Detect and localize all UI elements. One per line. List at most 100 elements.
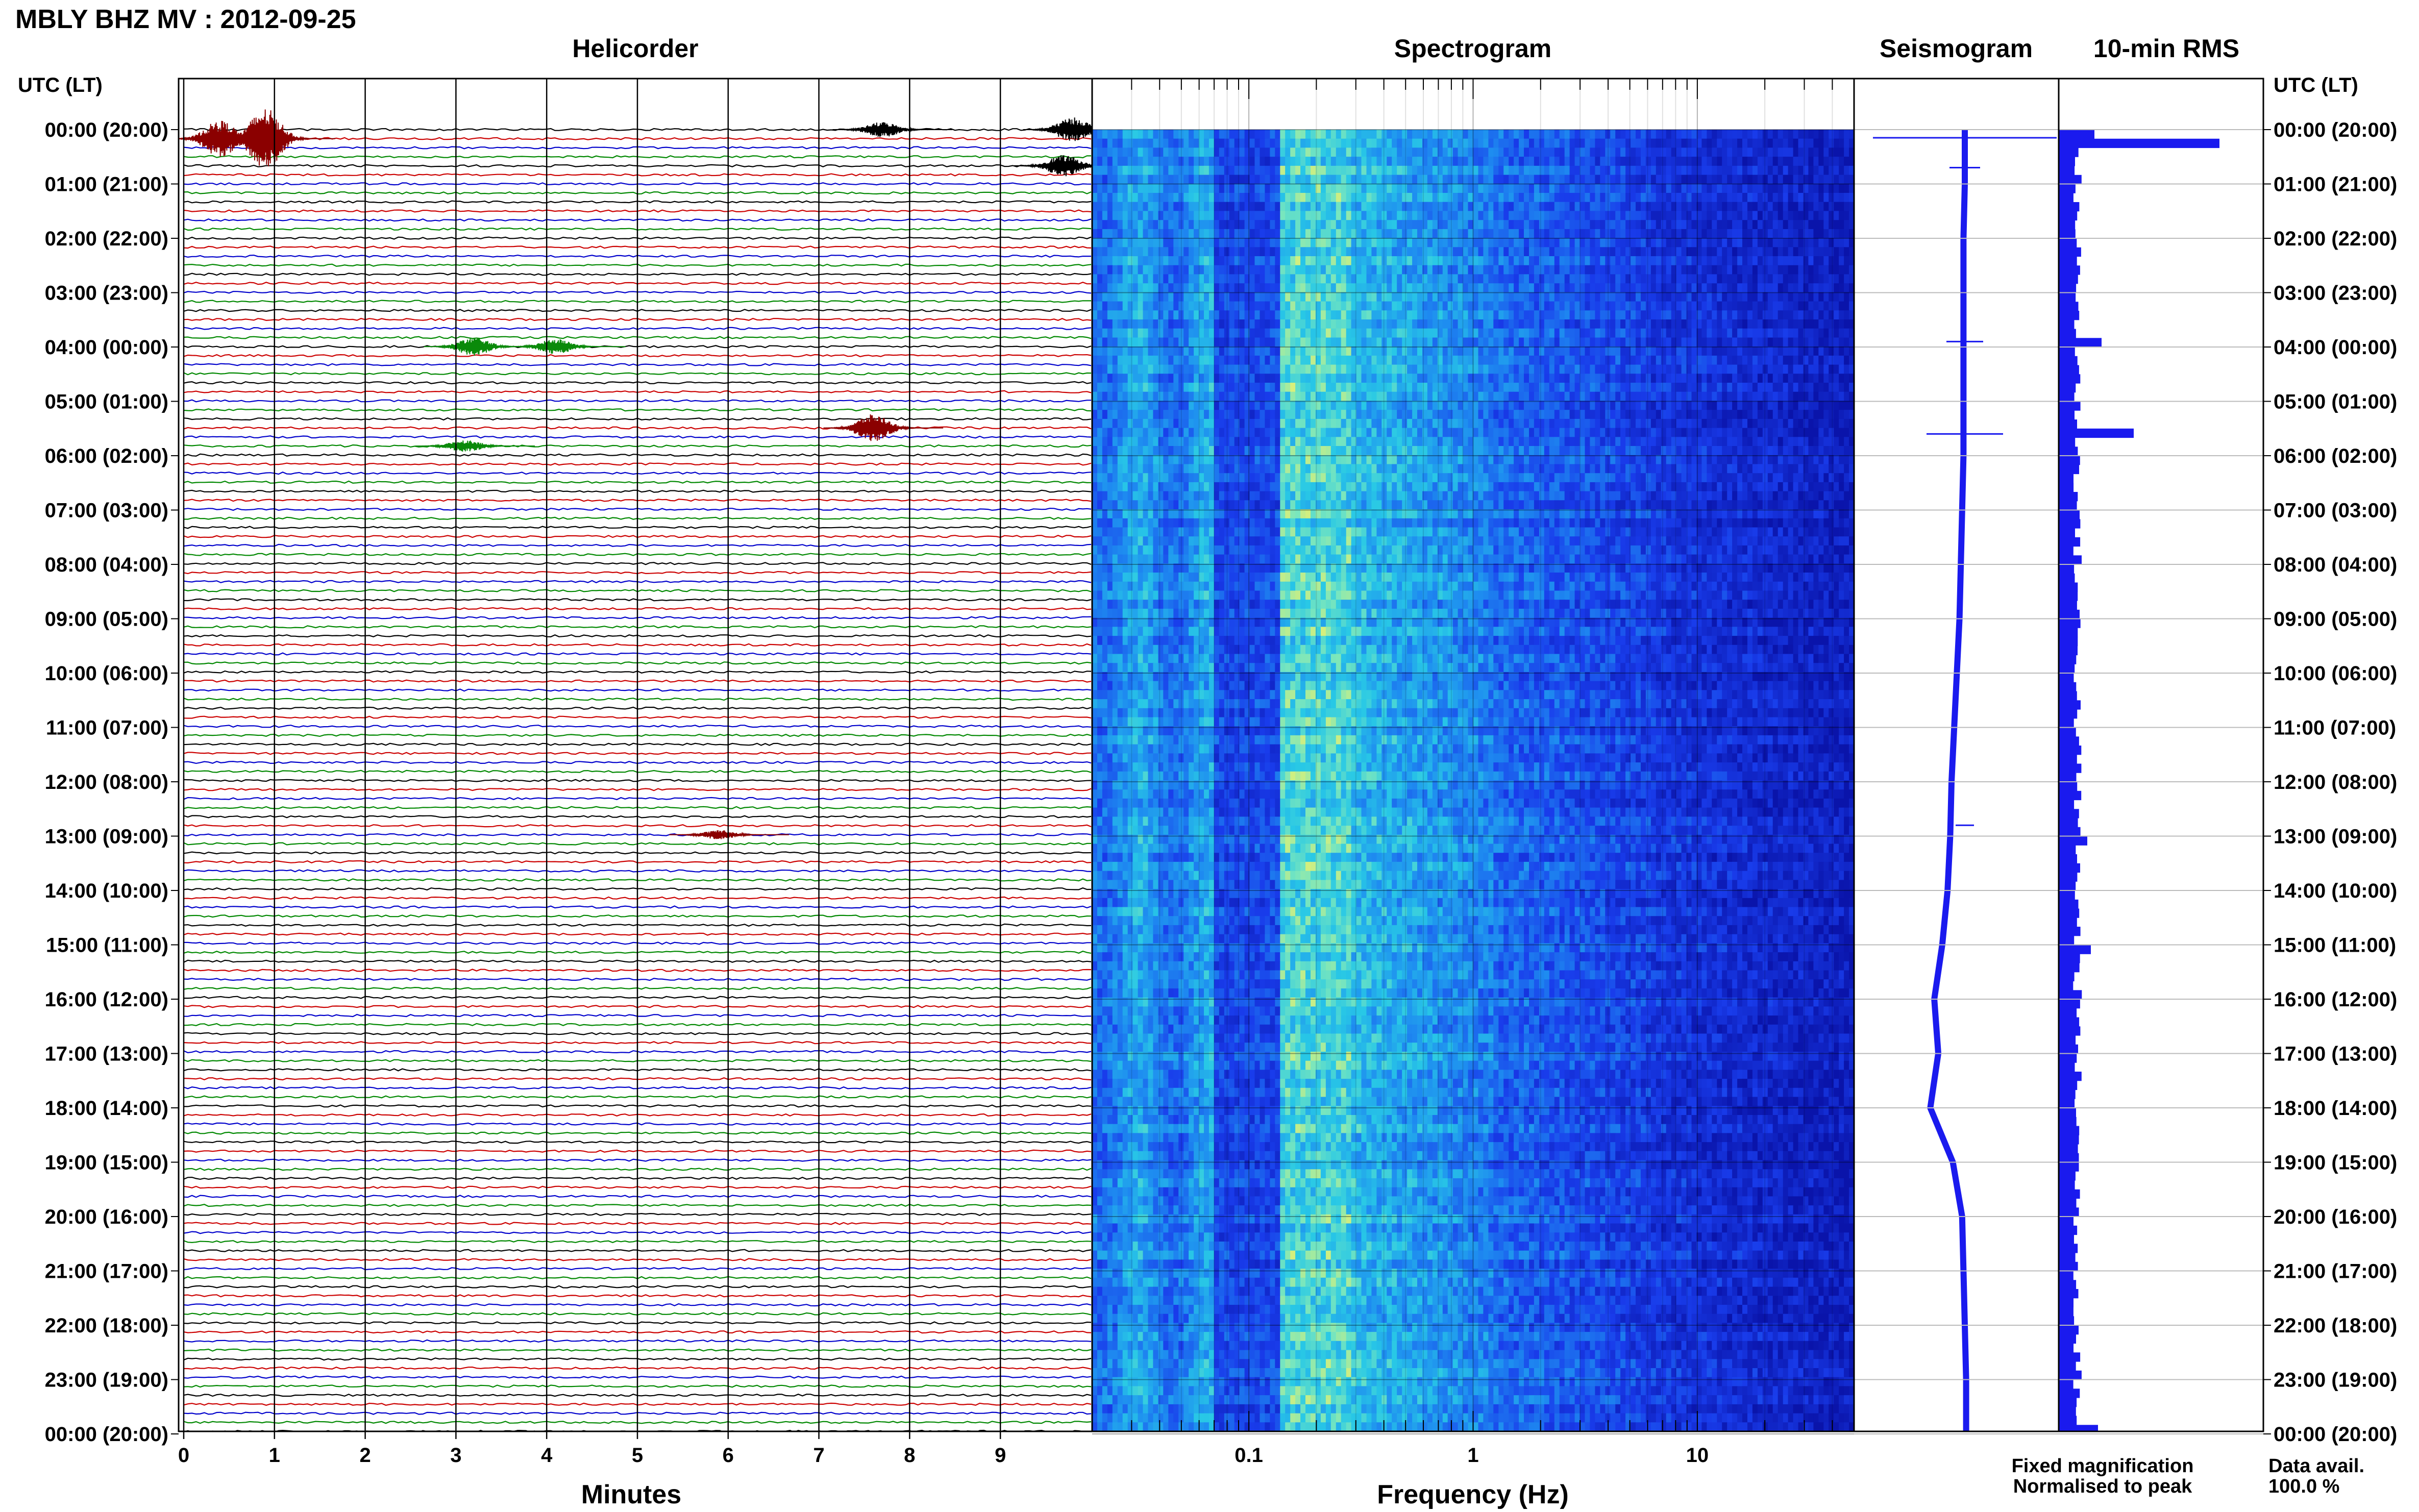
time-label-right: 04:00 (00:00) bbox=[2274, 336, 2397, 359]
rms-bar bbox=[2059, 1307, 2074, 1317]
rms-bar bbox=[2059, 1425, 2098, 1431]
rms-bar bbox=[2059, 347, 2075, 357]
rms-bar bbox=[2059, 609, 2080, 619]
rms-bar bbox=[2059, 1099, 2075, 1108]
rms-bar bbox=[2059, 1080, 2078, 1090]
time-label-right: 18:00 (14:00) bbox=[2274, 1097, 2397, 1120]
rms-bar bbox=[2059, 763, 2082, 773]
legend-fixed-magnification: Fixed magnification bbox=[2012, 1455, 2194, 1477]
rms-bar bbox=[2059, 501, 2077, 511]
rms-bar bbox=[2059, 736, 2079, 746]
rms-bar bbox=[2059, 256, 2077, 266]
rms-bar bbox=[2059, 229, 2076, 239]
helicorder-event bbox=[506, 339, 626, 354]
rms-bar bbox=[2059, 1035, 2076, 1045]
rms-bar bbox=[2059, 845, 2076, 855]
rms-bar bbox=[2059, 1334, 2076, 1344]
time-label-left: 13:00 (09:00) bbox=[45, 826, 168, 848]
time-axis-labels: 00:00 (20:00) 00:00 (20:00) 01:00 (21:00) 0… bbox=[45, 119, 2398, 1446]
rms-bar bbox=[2059, 1126, 2080, 1135]
rms-bar bbox=[2059, 1280, 2077, 1290]
helicorder-x-tick-label: 0 bbox=[178, 1444, 189, 1467]
time-label-right: 13:00 (09:00) bbox=[2274, 826, 2397, 848]
rms-bar bbox=[2059, 1108, 2076, 1118]
rms-bar bbox=[2059, 1171, 2076, 1181]
rms-bar bbox=[2059, 664, 2075, 674]
rms-bar bbox=[2059, 275, 2078, 284]
rms-bar bbox=[2059, 1008, 2077, 1018]
rms-bar bbox=[2059, 483, 2074, 492]
time-label-right: 11:00 (07:00) bbox=[2274, 717, 2396, 739]
rms-bar bbox=[2059, 546, 2074, 556]
time-label-right: 08:00 (04:00) bbox=[2274, 554, 2397, 576]
rms-bar bbox=[2059, 1406, 2076, 1417]
rms-bar bbox=[2059, 1044, 2078, 1054]
rms-bar bbox=[2059, 1144, 2078, 1154]
spectrogram-x-tick-label: 1 bbox=[1467, 1444, 1478, 1467]
rms-bar bbox=[2059, 329, 2076, 338]
rms-bar bbox=[2059, 456, 2080, 465]
helicorder-event bbox=[179, 120, 290, 157]
time-label-right: 21:00 (17:00) bbox=[2274, 1260, 2397, 1283]
rms-bar bbox=[2059, 238, 2077, 248]
rms-bar bbox=[2059, 1298, 2074, 1308]
time-label-left: 23:00 (19:00) bbox=[45, 1369, 168, 1392]
rms-bar bbox=[2059, 827, 2081, 837]
rms-bar bbox=[2059, 727, 2076, 737]
helicorder-x-tick-label: 9 bbox=[995, 1444, 1006, 1467]
helicorder-x-tick-label: 4 bbox=[541, 1444, 553, 1467]
rms-bar bbox=[2059, 809, 2079, 819]
rms-bar bbox=[2059, 782, 2078, 791]
rms-bar bbox=[2059, 1234, 2074, 1244]
rms-bar bbox=[2059, 1180, 2075, 1190]
rms-bar bbox=[2059, 356, 2078, 366]
helicorder-frame bbox=[178, 78, 1093, 1432]
time-label-left: 21:00 (17:00) bbox=[45, 1260, 168, 1283]
rms-bar bbox=[2059, 519, 2081, 529]
rms-bar bbox=[2059, 1379, 2074, 1389]
rms-bar bbox=[2059, 935, 2075, 946]
rms-bar bbox=[2059, 537, 2081, 547]
rms-bar bbox=[2059, 754, 2077, 764]
time-label-left: 22:00 (18:00) bbox=[45, 1315, 168, 1337]
rms-bar bbox=[2059, 1289, 2079, 1299]
rms-bar bbox=[2059, 1316, 2075, 1326]
time-label-left: 07:00 (03:00) bbox=[45, 500, 168, 522]
time-label-left: 16:00 (12:00) bbox=[45, 988, 168, 1011]
rms-bar bbox=[2059, 908, 2080, 918]
rms-bar bbox=[2059, 637, 2078, 647]
helicorder-x-tick-label: 1 bbox=[269, 1444, 280, 1467]
rms-bar bbox=[2059, 392, 2075, 402]
rms-bar bbox=[2059, 464, 2079, 475]
rms-bar bbox=[2059, 1062, 2075, 1072]
rms-bar bbox=[2059, 1370, 2082, 1380]
rms-bar bbox=[2059, 655, 2077, 664]
rms-bar bbox=[2059, 890, 2075, 900]
seismogram-frame bbox=[1853, 78, 2060, 1432]
rms-bar bbox=[2059, 1416, 2077, 1425]
rms-bar bbox=[2059, 573, 2075, 583]
rms-bar bbox=[2059, 591, 2078, 601]
rms-bar bbox=[2059, 374, 2081, 384]
rms-bar bbox=[2059, 528, 2075, 538]
rms-bars bbox=[2059, 130, 2219, 1431]
helicorder-x-tick-label: 8 bbox=[904, 1444, 915, 1467]
rms-bar bbox=[2059, 618, 2081, 628]
rms-bar bbox=[2059, 1389, 2080, 1398]
rms-bar bbox=[2059, 474, 2074, 483]
time-label-right: 09:00 (05:00) bbox=[2274, 608, 2397, 631]
time-label-left: 02:00 (22:00) bbox=[45, 228, 168, 250]
rms-bar bbox=[2059, 1072, 2082, 1081]
rms-bar bbox=[2059, 881, 2076, 891]
helicorder-title: Helicorder bbox=[572, 34, 698, 63]
rms-bar bbox=[2059, 972, 2075, 982]
time-label-right: 03:00 (23:00) bbox=[2274, 282, 2397, 305]
helicorder-x-tick-label: 3 bbox=[450, 1444, 461, 1467]
time-label-right: 00:00 (20:00) bbox=[2274, 1423, 2397, 1446]
helicorder-traces bbox=[179, 109, 1092, 1431]
rms-bar bbox=[2059, 682, 2077, 692]
helicorder-x-tick-label: 7 bbox=[813, 1444, 824, 1467]
rms-bar bbox=[2059, 963, 2080, 973]
figure-title: MBLY BHZ MV : 2012-09-25 bbox=[15, 5, 356, 34]
rms-bar bbox=[2059, 211, 2078, 221]
